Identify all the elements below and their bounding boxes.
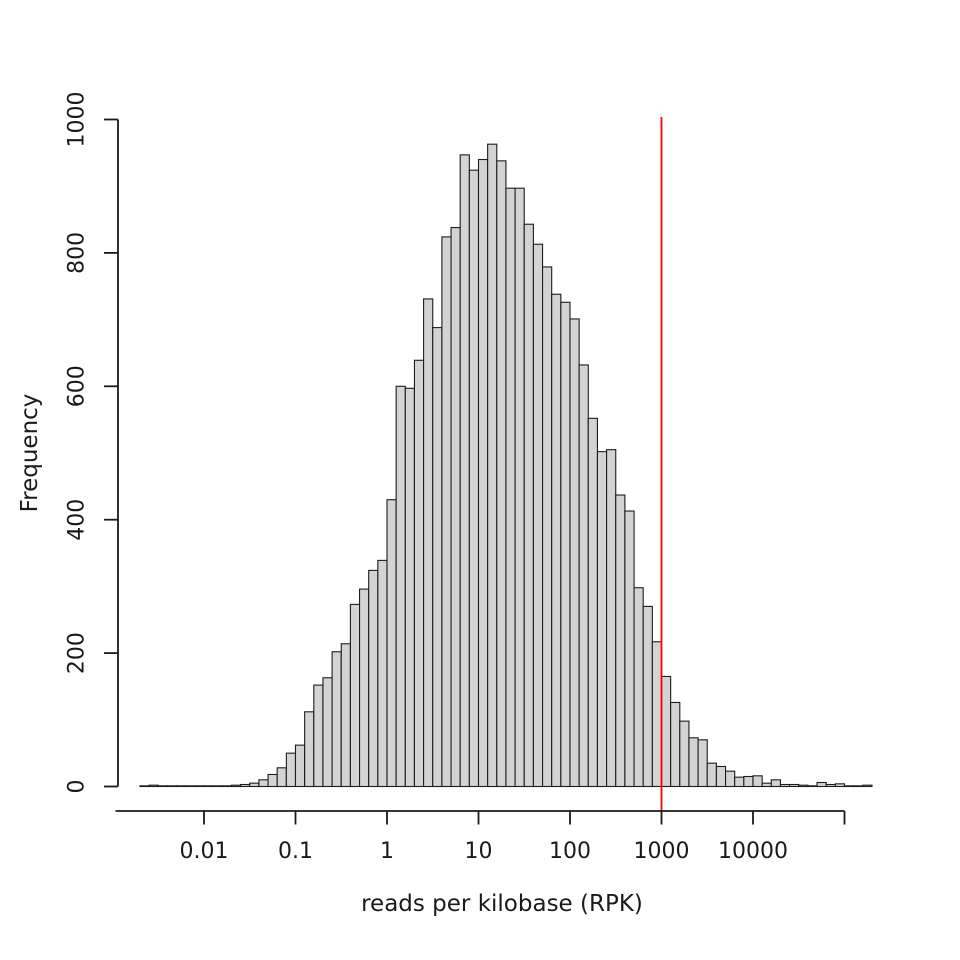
y-axis-title: Frequency	[17, 394, 43, 513]
x-tick-label: 0.01	[180, 839, 229, 864]
histogram-bar	[578, 364, 589, 788]
histogram-bar	[688, 737, 699, 788]
histogram-bar	[834, 783, 846, 788]
histogram-bar	[304, 711, 315, 788]
histogram-bar	[697, 739, 708, 788]
histogram-bars	[139, 143, 873, 788]
histogram-bar	[642, 605, 653, 788]
histogram-bar	[450, 227, 461, 788]
histogram-bar	[514, 187, 525, 788]
histogram-bar	[843, 785, 855, 788]
histogram-bar	[752, 775, 763, 788]
histogram-bar	[633, 587, 644, 788]
histogram-bar	[294, 744, 306, 788]
histogram-bar	[368, 569, 379, 788]
histogram-bar	[285, 752, 297, 788]
histogram-bar	[349, 603, 361, 788]
histogram-bar	[743, 775, 754, 788]
histogram-bar	[560, 301, 571, 788]
histogram-bar	[477, 158, 489, 788]
histogram-bar	[221, 785, 233, 788]
histogram-bar	[761, 782, 772, 788]
x-tick-label: 1000	[634, 839, 690, 864]
histogram-bar	[816, 781, 827, 788]
x-tick-label: 10	[465, 839, 493, 864]
histogram-bar	[587, 417, 598, 788]
histogram-bar	[798, 784, 809, 788]
x-axis-title: reads per kilobase (RPK)	[361, 891, 643, 917]
histogram-bar	[505, 187, 516, 788]
x-tick-label: 1	[380, 839, 394, 864]
histogram-bar	[423, 298, 434, 788]
histogram-bar	[551, 293, 562, 788]
histogram-bar	[395, 385, 406, 788]
histogram-bar	[212, 785, 223, 788]
histogram-bar	[322, 677, 333, 788]
histogram-bar	[185, 785, 196, 788]
histogram-bar	[496, 160, 507, 788]
histogram-bar	[249, 782, 260, 788]
histogram-bar	[230, 784, 242, 788]
histogram-bar	[853, 785, 864, 788]
axes	[115, 119, 845, 812]
histogram-bar	[724, 770, 736, 788]
histogram-bar	[715, 765, 727, 788]
x-tick-label: 100	[549, 839, 591, 864]
histogram-bar	[596, 451, 608, 788]
histogram-bar	[404, 387, 415, 788]
y-tick-label: 600	[65, 365, 90, 407]
histogram-bar	[487, 143, 498, 788]
histogram-bar	[148, 784, 159, 788]
histogram-bar	[706, 762, 717, 788]
histogram-bar	[459, 154, 470, 788]
histogram-bar	[331, 651, 342, 788]
histogram-bar	[779, 783, 791, 788]
histogram-bar	[624, 510, 635, 788]
histogram-bar	[679, 720, 690, 788]
histogram-bar	[276, 767, 287, 788]
y-tick-label: 200	[65, 632, 90, 674]
histogram-bar	[468, 169, 480, 788]
histogram-bar	[240, 783, 251, 788]
histogram-bar	[651, 641, 663, 788]
histogram-bar	[340, 643, 351, 788]
x-tick-label: 0.1	[278, 839, 313, 864]
histogram-bar	[569, 318, 580, 788]
histogram-bar	[660, 675, 672, 788]
histogram-bar	[313, 684, 324, 788]
histogram-bar	[734, 776, 745, 788]
histogram-bar	[166, 785, 178, 788]
histogram-bar	[532, 243, 544, 788]
histogram-bar	[789, 783, 800, 788]
histogram-bar	[825, 783, 836, 788]
histogram-bar	[203, 785, 214, 788]
histogram-bar	[615, 494, 626, 788]
y-tick-label: 0	[65, 780, 90, 794]
histogram-bar	[139, 785, 150, 788]
histogram-bar	[807, 785, 818, 788]
histogram-bar	[157, 785, 168, 788]
histogram-bar	[862, 784, 873, 788]
histogram-bar	[670, 701, 681, 788]
histogram-bar	[770, 779, 781, 788]
histogram-bar	[258, 779, 269, 788]
histogram-bar	[176, 785, 187, 788]
histogram-bar	[606, 449, 617, 788]
x-tick-label: 10000	[718, 839, 788, 864]
histogram-bar	[358, 588, 370, 788]
y-tick-label: 1000	[65, 92, 90, 148]
histogram-bar	[541, 266, 553, 788]
y-tick-label: 400	[65, 499, 90, 541]
histogram-bar	[377, 559, 388, 788]
y-tick-label: 800	[65, 232, 90, 274]
histogram-bar	[413, 359, 425, 788]
histogram-bar	[432, 327, 443, 788]
histogram-bar	[441, 236, 452, 788]
histogram-bar	[194, 785, 205, 788]
histogram-bar	[523, 223, 534, 788]
histogram-bar	[267, 773, 278, 788]
histogram-bar	[386, 499, 397, 788]
